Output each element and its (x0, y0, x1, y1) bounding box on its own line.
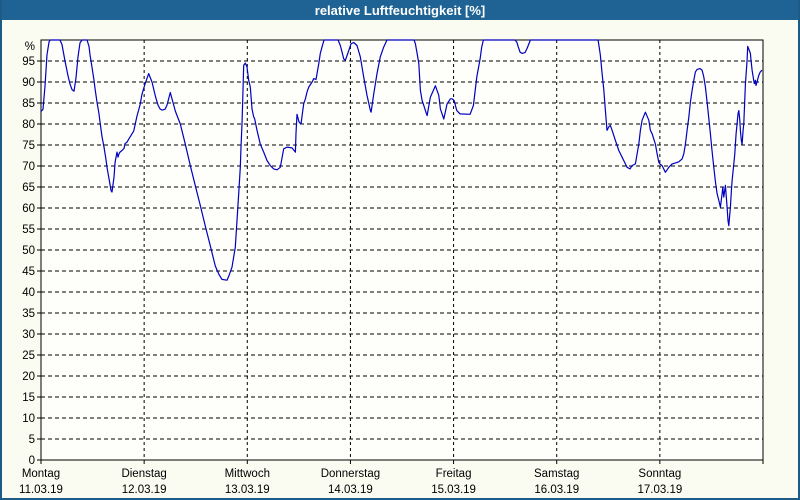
y-tick-label: 80 (22, 119, 35, 131)
x-date-label: 13.03.19 (225, 484, 270, 496)
humidity-series-line (40, 39, 763, 281)
chart-title-bar: relative Luftfeuchtigkeit [%] (2, 0, 798, 20)
y-tick-label: 25 (22, 350, 35, 362)
y-tick-label: 35 (22, 308, 35, 320)
x-day-label: Mittwoch (225, 468, 270, 480)
y-tick-label: 5 (29, 434, 35, 446)
x-date-label: 12.03.19 (122, 484, 167, 496)
x-date-label: 15.03.19 (431, 484, 476, 496)
x-date-label: 14.03.19 (328, 484, 373, 496)
x-day-label: Freitag (436, 468, 472, 480)
y-tick-label: 40 (22, 287, 35, 299)
y-tick-label: 60 (22, 203, 35, 215)
x-day-label: Samstag (534, 468, 579, 480)
y-tick-label: 30 (22, 329, 35, 341)
x-day-label: Sonntag (638, 468, 681, 480)
x-date-label: 11.03.19 (19, 484, 63, 496)
y-axis-unit-label: % (25, 41, 35, 53)
y-tick-label: 95 (22, 56, 35, 68)
x-day-label: Montag (22, 468, 60, 480)
y-tick-label: 10 (22, 413, 35, 425)
y-tick-label: 50 (22, 245, 35, 257)
x-day-label: Dienstag (121, 468, 166, 480)
y-tick-label: 15 (22, 392, 35, 404)
y-tick-label: 85 (22, 98, 35, 110)
y-tick-label: 70 (22, 161, 35, 173)
y-tick-label: 55 (22, 224, 35, 236)
y-tick-label: 45 (22, 266, 35, 278)
y-tick-label: 75 (22, 140, 35, 152)
chart-title: relative Luftfeuchtigkeit [%] (314, 2, 486, 18)
x-day-label: Donnerstag (321, 468, 380, 480)
y-tick-label: 0 (29, 455, 35, 467)
x-date-label: 17.03.19 (637, 484, 682, 496)
y-tick-label: 90 (22, 77, 35, 89)
x-date-label: 16.03.19 (534, 484, 579, 496)
y-tick-label: 20 (22, 371, 35, 383)
y-tick-label: 65 (22, 182, 35, 194)
